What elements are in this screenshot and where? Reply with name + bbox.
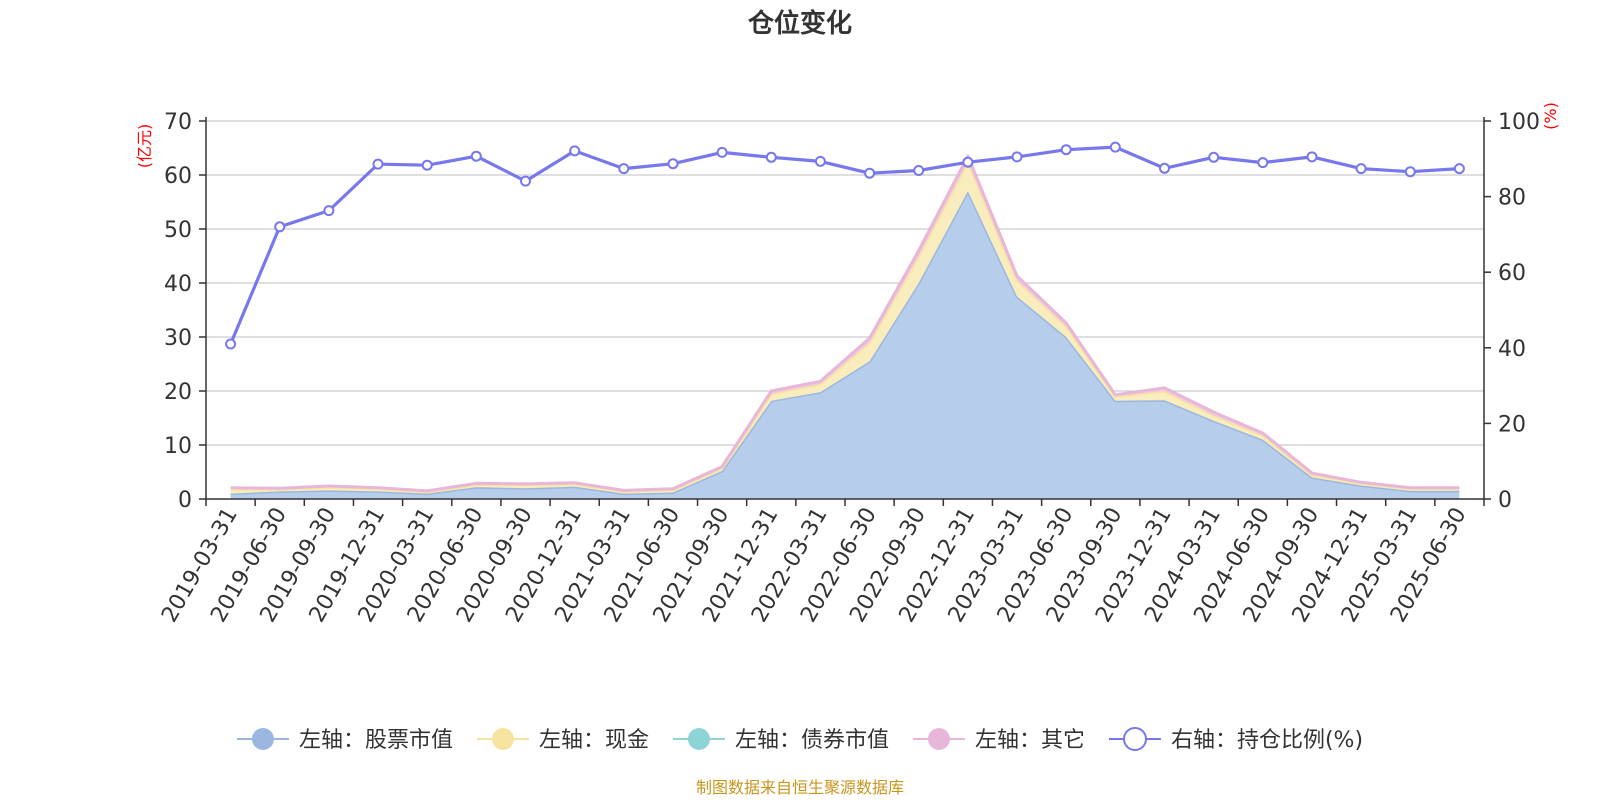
legend-swatch-marker <box>687 728 710 750</box>
ratio-point <box>1355 163 1367 175</box>
legend-swatch-marker <box>1122 727 1147 751</box>
ratio-point <box>1257 157 1269 169</box>
y-left-tick-label: 10 <box>164 434 192 459</box>
y-left-tick-label: 30 <box>164 326 192 351</box>
y-left-tick-label: 70 <box>164 110 192 135</box>
ratio-point <box>1109 141 1121 153</box>
legend-swatch-marker <box>251 728 274 750</box>
y-right-tick-label: 20 <box>1498 412 1526 437</box>
ratio-point <box>814 155 826 167</box>
ratio-point <box>1060 144 1072 156</box>
legend-label: 左轴：其它 <box>975 728 1085 753</box>
legend-item: 左轴：现金 <box>476 728 649 753</box>
ratio-point <box>1159 162 1170 174</box>
y-left-tick-label: 0 <box>178 488 192 513</box>
ratio-point <box>864 167 876 179</box>
legend-label: 左轴：债券市值 <box>735 728 889 753</box>
ratio-point <box>470 150 482 162</box>
legend-item: 左轴：股票市值 <box>236 728 453 753</box>
data-source-note: 制图数据来自恒生聚源数据库 <box>696 778 904 797</box>
ratio-point <box>1208 151 1220 163</box>
grid <box>206 120 1484 446</box>
y-axis-left-label: (亿元) <box>135 124 154 169</box>
y-right-tick-label: 60 <box>1498 261 1526 286</box>
legend-item: 左轴：其它 <box>912 728 1085 753</box>
ratio-point <box>1306 151 1318 163</box>
area-左轴：股票市值 <box>230 191 1460 499</box>
ratio-point <box>421 159 433 171</box>
y-right-tick-label: 80 <box>1498 186 1526 211</box>
series-edge <box>230 154 1460 493</box>
chart-title: 仓位变化 <box>747 8 852 39</box>
legend-label: 左轴：股票市值 <box>299 728 453 753</box>
ratio-point <box>323 205 335 217</box>
ratio-point <box>569 145 581 157</box>
legend-swatch-marker <box>927 728 950 750</box>
legend: 左轴：股票市值 左轴：现金 左轴：债券市值 左轴：其它 右轴：持仓比例(%) <box>236 727 1363 753</box>
ratio-point <box>618 163 630 175</box>
legend-item: 左轴：债券市值 <box>672 728 889 753</box>
y-left-tick-label: 20 <box>164 380 192 405</box>
y-left-tick-label: 40 <box>164 272 192 297</box>
ratio-point <box>372 158 384 170</box>
ratio-point <box>1011 151 1023 163</box>
y-left-tick-label: 50 <box>164 218 192 243</box>
legend-swatch-marker <box>491 728 514 750</box>
y-right-tick-label: 100 <box>1498 110 1540 135</box>
stacked-areas <box>230 154 1460 499</box>
legend-item: 右轴：持仓比例(%) <box>1108 727 1363 753</box>
ratio-point <box>225 338 237 350</box>
legend-label: 右轴：持仓比例(%) <box>1171 728 1363 753</box>
y-right-tick-label: 40 <box>1498 337 1526 362</box>
ratio-point <box>913 165 925 176</box>
ratio-point <box>716 146 728 158</box>
ratio-point <box>1453 163 1465 175</box>
ratio-point <box>1404 166 1416 178</box>
legend-label: 左轴：现金 <box>539 728 649 753</box>
y-right-tick-label: 0 <box>1498 488 1512 513</box>
ratio-point <box>520 175 531 187</box>
ratio-point <box>765 151 777 163</box>
y-left-tick-label: 60 <box>164 164 192 189</box>
y-axis-right-label: (%) <box>1541 102 1560 130</box>
ratio-series-line <box>229 145 1460 345</box>
ratio-point <box>962 156 974 168</box>
ratio-line <box>225 141 1465 350</box>
ratio-point <box>667 158 679 170</box>
ratio-point <box>274 221 286 233</box>
